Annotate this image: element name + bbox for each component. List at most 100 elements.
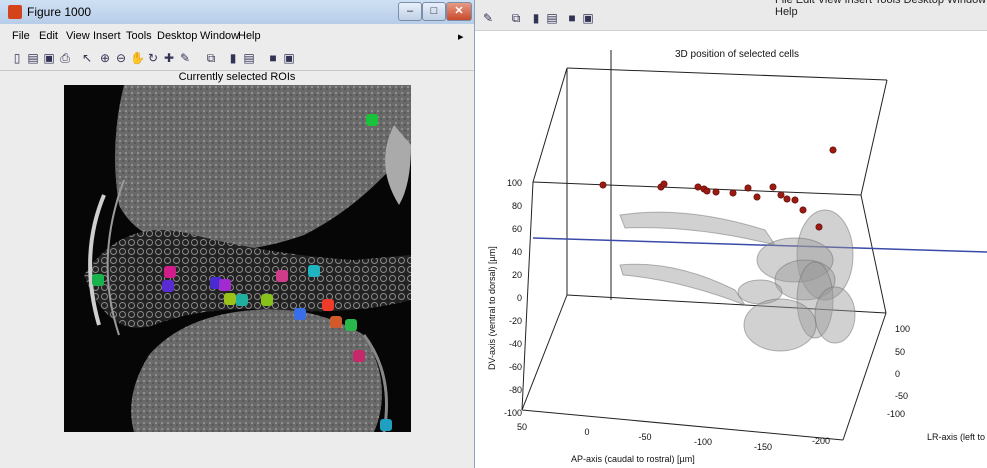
menu-view[interactable]: View: [66, 30, 90, 42]
z-tick: 80: [512, 201, 522, 211]
pan-icon[interactable]: ✋: [130, 51, 145, 65]
roi-marker[interactable]: [92, 274, 104, 286]
brush-icon[interactable]: ✎: [482, 11, 494, 25]
y-tick: 0: [895, 369, 900, 379]
z-tick: 20: [512, 270, 522, 280]
legend-icon[interactable]: ▤: [243, 51, 255, 65]
microscopy-image: [64, 85, 411, 432]
maximize-button[interactable]: □: [422, 2, 446, 21]
cell-point: [703, 187, 711, 195]
menu-insert[interactable]: Insert: [93, 30, 121, 42]
x-tick: -200: [812, 436, 830, 446]
roi-marker[interactable]: [308, 265, 320, 277]
y-tick-labels: 100 50 0 -50 -100: [887, 324, 910, 419]
roi-marker[interactable]: [345, 319, 357, 331]
roi-marker[interactable]: [353, 350, 365, 362]
x-axis-label: AP-axis (caudal to rostral) [µm]: [571, 454, 695, 464]
z-tick: 100: [507, 178, 522, 188]
plot-window: File Edit View Insert Tools Desktop Wind…: [475, 0, 987, 468]
data-cursor-icon[interactable]: ✚: [163, 51, 175, 65]
toolbar: ▯ ▤ ▣ ⎙ ↖ ⊕ ⊖ ✋ ↻ ✚ ✎ ⧉ ▮ ▤ ■ ▣: [0, 48, 474, 71]
y-tick: -50: [895, 391, 908, 401]
x-tick: -100: [694, 437, 712, 447]
cell-point: [660, 180, 668, 188]
roi-marker[interactable]: [236, 294, 248, 306]
zoom-in-icon[interactable]: ⊕: [99, 51, 111, 65]
close-button[interactable]: ✕: [446, 2, 472, 21]
y-tick: 100: [895, 324, 910, 334]
menu-file[interactable]: File: [12, 30, 30, 42]
cell-point: [729, 189, 737, 197]
z-tick: 0: [517, 293, 522, 303]
menu-overflow-icon[interactable]: ▸: [458, 31, 464, 43]
plot-3d: 3D position of selected cells: [487, 49, 987, 464]
cell-point: [599, 181, 607, 189]
cell-point: [829, 146, 837, 154]
cell-point: [769, 183, 777, 191]
menu-window[interactable]: Window: [200, 30, 240, 42]
y-tick: -100: [887, 409, 905, 419]
roi-marker[interactable]: [261, 294, 273, 306]
partial-menu-text: File Edit View Insert Tools Desktop Wind…: [775, 0, 987, 18]
menu-bar: File Edit View Insert Tools Desktop Wind…: [0, 28, 474, 46]
z-tick: -40: [509, 339, 522, 349]
roi-marker[interactable]: [276, 270, 288, 282]
window-title: Figure 1000: [27, 5, 92, 19]
colorbar-icon[interactable]: ▮: [532, 11, 540, 25]
chart-title: 3D position of selected cells: [675, 49, 799, 60]
roi-marker[interactable]: [322, 299, 334, 311]
x-tick: 0: [584, 427, 589, 437]
link-icon[interactable]: ⧉: [511, 11, 521, 25]
y-tick: 50: [895, 347, 905, 357]
open-file-icon[interactable]: ▤: [27, 51, 39, 65]
cell-point: [783, 195, 791, 203]
roi-marker[interactable]: [219, 279, 231, 291]
minimize-button[interactable]: –: [398, 2, 422, 21]
new-figure-icon[interactable]: ▯: [13, 51, 21, 65]
roi-marker[interactable]: [380, 419, 392, 431]
region-shapes: [619, 209, 856, 352]
print-icon[interactable]: ⎙: [60, 51, 70, 65]
roi-marker[interactable]: [366, 114, 378, 126]
z-tick: -20: [509, 316, 522, 326]
cell-point: [791, 196, 799, 204]
show-tools-icon[interactable]: ▣: [283, 51, 295, 65]
pointer-icon[interactable]: ↖: [81, 51, 93, 65]
menu-tools[interactable]: Tools: [126, 30, 152, 42]
figure-title: Currently selected ROIs: [178, 71, 296, 83]
title-bar[interactable]: Figure 1000 – □ ✕: [0, 0, 474, 24]
menu-help[interactable]: Help: [238, 30, 261, 42]
matlab-icon: [8, 5, 22, 19]
colorbar-icon[interactable]: ▮: [229, 51, 237, 65]
x-tick: -50: [638, 432, 651, 442]
cell-point: [753, 193, 761, 201]
z-tick-labels: 100 80 60 40 20 0 -20 -40 -60 -80 -100: [504, 178, 522, 418]
tissue-image: [64, 85, 411, 432]
z-tick: 60: [512, 224, 522, 234]
cell-point: [694, 183, 702, 191]
hide-tools-icon[interactable]: ■: [568, 11, 576, 25]
z-tick: -60: [509, 362, 522, 372]
roi-marker[interactable]: [294, 308, 306, 320]
roi-marker[interactable]: [164, 266, 176, 278]
menu-desktop[interactable]: Desktop: [157, 30, 198, 42]
link-icon[interactable]: ⧉: [206, 51, 216, 65]
plot-toolbar: File Edit View Insert Tools Desktop Wind…: [475, 0, 987, 31]
show-tools-icon[interactable]: ▣: [582, 11, 594, 25]
z-tick: 40: [512, 247, 522, 257]
legend-icon[interactable]: ▤: [546, 11, 558, 25]
cell-point: [815, 223, 823, 231]
z-tick: -80: [509, 385, 522, 395]
brush-icon[interactable]: ✎: [179, 51, 191, 65]
roi-marker[interactable]: [330, 316, 342, 328]
menu-edit[interactable]: Edit: [39, 30, 58, 42]
x-tick-labels: 50 0 -50 -100 -150 -200: [517, 422, 830, 452]
save-icon[interactable]: ▣: [43, 51, 55, 65]
cell-point: [777, 191, 785, 199]
z-tick: -100: [504, 408, 522, 418]
zoom-out-icon[interactable]: ⊖: [115, 51, 127, 65]
hide-tools-icon[interactable]: ■: [269, 51, 277, 65]
roi-marker[interactable]: [162, 280, 174, 292]
rotate-icon[interactable]: ↻: [147, 51, 159, 65]
roi-marker[interactable]: [224, 293, 236, 305]
